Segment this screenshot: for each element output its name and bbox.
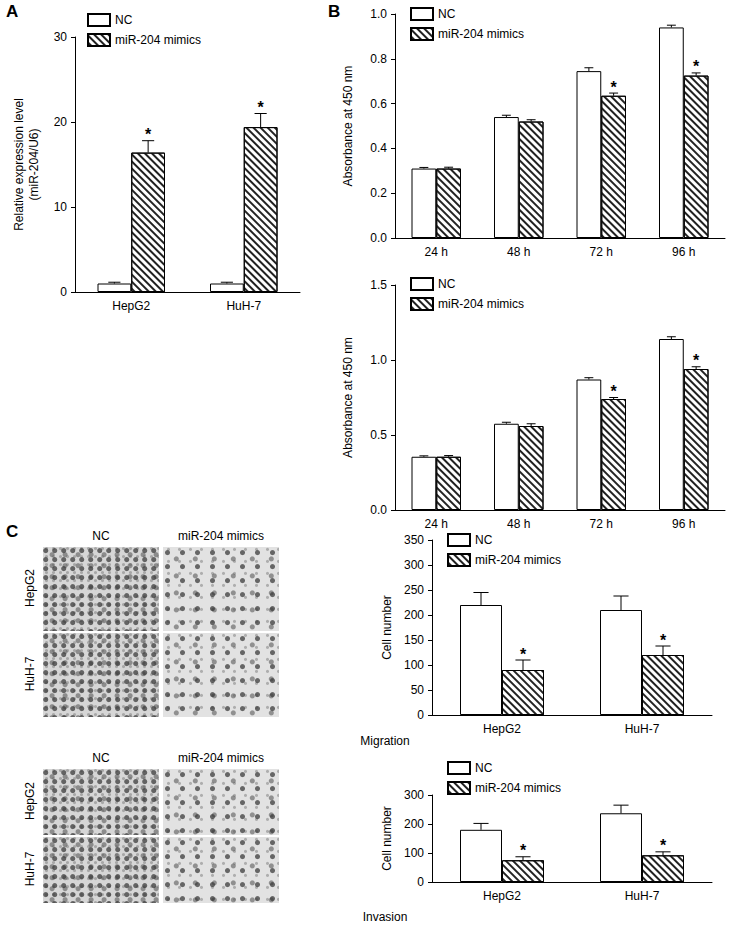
svg-text:Absorbance at 450 nm: Absorbance at 450 nm xyxy=(341,66,355,187)
svg-text:0.4: 0.4 xyxy=(370,141,387,155)
svg-text:*: * xyxy=(611,383,618,400)
svg-text:NC: NC xyxy=(115,13,133,27)
svg-text:1.5: 1.5 xyxy=(370,278,387,292)
svg-text:Cell number: Cell number xyxy=(380,806,394,871)
svg-text:1.0: 1.0 xyxy=(370,7,387,21)
html-text:Invasion: Invasion xyxy=(362,910,408,924)
svg-text:0.2: 0.2 xyxy=(370,186,387,200)
svg-text:NC: NC xyxy=(438,277,456,291)
svg-text:*: * xyxy=(693,352,700,369)
html-text:HuH-7: HuH-7 xyxy=(23,851,37,887)
html-text:HuH-7: HuH-7 xyxy=(23,656,37,692)
svg-text:300: 300 xyxy=(404,558,424,572)
svg-text:1.0: 1.0 xyxy=(370,353,387,367)
svg-text:150: 150 xyxy=(404,633,424,647)
svg-text:24 h: 24 h xyxy=(425,245,448,259)
svg-text:48 h: 48 h xyxy=(507,517,530,531)
svg-text:Cell number: Cell number xyxy=(380,595,394,660)
svg-text:0.6: 0.6 xyxy=(370,97,387,111)
svg-text:HuH-7: HuH-7 xyxy=(226,299,261,313)
svg-text:200: 200 xyxy=(404,817,424,831)
svg-text:100: 100 xyxy=(404,658,424,672)
svg-text:HuH-7: HuH-7 xyxy=(625,722,660,736)
svg-text:miR-204 mimics: miR-204 mimics xyxy=(438,297,524,311)
svg-text:*: * xyxy=(660,837,667,854)
svg-text:0: 0 xyxy=(417,708,424,722)
html-text:HepG2: HepG2 xyxy=(23,569,37,607)
html-text:A: A xyxy=(6,2,19,21)
html-text:HepG2: HepG2 xyxy=(23,782,37,820)
html-text:NC: NC xyxy=(92,751,110,765)
svg-text:(miR-204/U6): (miR-204/U6) xyxy=(27,128,41,200)
svg-text:NC: NC xyxy=(475,533,493,547)
html-text:B: B xyxy=(328,2,341,21)
svg-text:HepG2: HepG2 xyxy=(483,722,521,736)
svg-text:30: 30 xyxy=(54,30,68,44)
html-text:miR-204 mimics: miR-204 mimics xyxy=(178,529,264,543)
svg-text:miR-204 mimics: miR-204 mimics xyxy=(475,553,561,567)
html-text:Migration: Migration xyxy=(360,734,410,748)
svg-text:*: * xyxy=(520,646,527,663)
svg-text:100: 100 xyxy=(404,846,424,860)
svg-text:48 h: 48 h xyxy=(507,245,530,259)
svg-text:250: 250 xyxy=(404,583,424,597)
svg-text:HepG2: HepG2 xyxy=(112,299,150,313)
svg-text:*: * xyxy=(145,126,152,143)
svg-text:20: 20 xyxy=(54,115,68,129)
svg-text:HuH-7: HuH-7 xyxy=(625,889,660,903)
html-text:miR-204 mimics: miR-204 mimics xyxy=(178,751,264,765)
html-text:C: C xyxy=(6,522,19,541)
svg-text:0: 0 xyxy=(60,285,67,299)
svg-text:72 h: 72 h xyxy=(590,517,613,531)
svg-text:200: 200 xyxy=(404,608,424,622)
svg-text:350: 350 xyxy=(404,533,424,547)
svg-text:0.5: 0.5 xyxy=(370,428,387,442)
svg-text:10: 10 xyxy=(54,200,68,214)
svg-text:Relative expression level: Relative expression level xyxy=(12,98,26,231)
svg-text:300: 300 xyxy=(404,788,424,802)
svg-text:miR-204 mimics: miR-204 mimics xyxy=(475,781,561,795)
svg-text:*: * xyxy=(520,842,527,859)
svg-text:*: * xyxy=(693,58,700,75)
svg-text:*: * xyxy=(660,632,667,649)
svg-text:Absorbance at 450 nm: Absorbance at 450 nm xyxy=(341,337,355,458)
svg-text:96 h: 96 h xyxy=(672,517,695,531)
svg-text:NC: NC xyxy=(438,7,456,21)
svg-text:72 h: 72 h xyxy=(590,245,613,259)
html-text:NC: NC xyxy=(92,529,110,543)
svg-text:0.0: 0.0 xyxy=(370,503,387,517)
svg-text:0.0: 0.0 xyxy=(370,231,387,245)
svg-text:miR-204 mimics: miR-204 mimics xyxy=(115,33,201,47)
svg-text:96 h: 96 h xyxy=(672,245,695,259)
svg-text:24 h: 24 h xyxy=(425,517,448,531)
svg-text:0: 0 xyxy=(417,875,424,889)
svg-text:*: * xyxy=(258,99,265,116)
svg-text:NC: NC xyxy=(475,761,493,775)
svg-text:HepG2: HepG2 xyxy=(483,889,521,903)
svg-text:miR-204 mimics: miR-204 mimics xyxy=(438,27,524,41)
svg-text:50: 50 xyxy=(411,683,425,697)
svg-text:*: * xyxy=(611,79,618,96)
svg-text:0.8: 0.8 xyxy=(370,52,387,66)
